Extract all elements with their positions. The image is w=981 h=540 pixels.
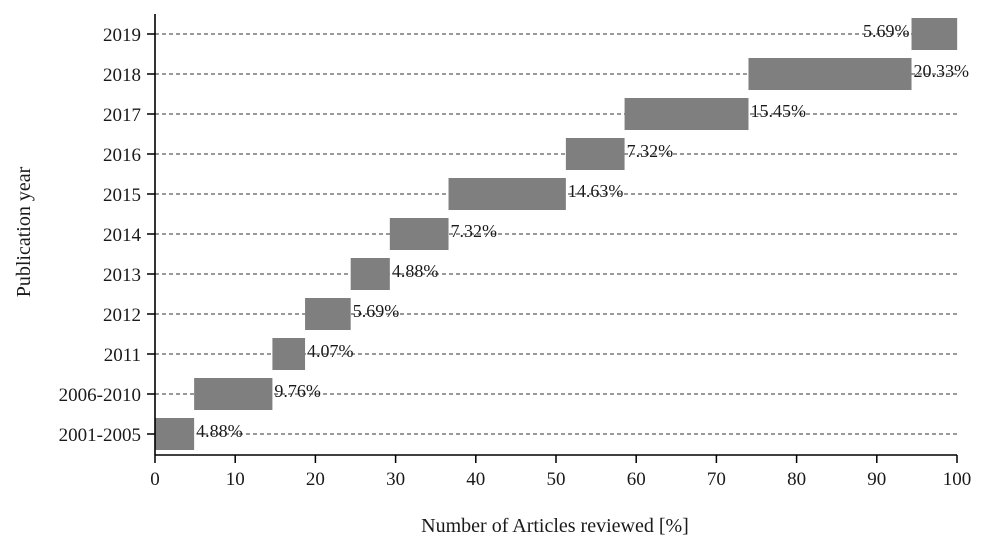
data-label: 15.45% <box>750 101 806 121</box>
y-tick-label: 2011 <box>104 345 141 366</box>
y-tick-label: 2012 <box>103 305 141 326</box>
x-tick-label: 30 <box>386 469 405 490</box>
bar <box>911 18 958 50</box>
bars <box>155 18 958 450</box>
x-tick-label: 10 <box>226 469 245 490</box>
bar <box>350 258 390 290</box>
y-tick-label: 2013 <box>103 265 141 286</box>
x-tick-label: 90 <box>867 469 886 490</box>
x-tick-label: 0 <box>150 469 160 490</box>
x-tick-label: 20 <box>306 469 325 490</box>
x-tick-label: 100 <box>943 469 972 490</box>
y-tick-label: 2017 <box>103 105 141 126</box>
x-tick-labels: 0 10 20 30 40 50 60 70 80 90 100 <box>150 455 971 490</box>
bar <box>272 338 306 370</box>
y-tick-label: 2014 <box>103 225 142 246</box>
data-label: 9.76% <box>274 381 321 401</box>
data-label: 4.88% <box>196 421 243 441</box>
x-tick-label: 60 <box>627 469 646 490</box>
bar <box>448 178 566 210</box>
data-labels: 4.88%9.76%4.07%5.69%4.88%7.32%14.63%7.32… <box>196 21 969 441</box>
x-tick-label: 80 <box>787 469 806 490</box>
data-label: 4.88% <box>392 261 439 281</box>
y-axis-title: Publication year <box>13 166 35 297</box>
x-tick-label: 70 <box>707 469 726 490</box>
bar <box>194 378 273 410</box>
bar <box>305 298 351 330</box>
y-tick-label: 2016 <box>103 145 141 166</box>
data-label: 7.32% <box>451 221 498 241</box>
data-label: 14.63% <box>568 181 624 201</box>
x-tick-label: 50 <box>547 469 566 490</box>
data-label: 20.33% <box>914 61 970 81</box>
y-tick-label: 2001-2005 <box>59 425 141 446</box>
y-tick-label: 2018 <box>103 65 141 86</box>
y-tick-labels: 2001-2005 2006-2010 2011 2012 2013 2014 2015 20… <box>59 25 155 446</box>
y-tick-label: 2006-2010 <box>59 385 141 406</box>
bar <box>565 138 625 170</box>
bar <box>748 58 912 90</box>
y-tick-label: 2015 <box>103 185 141 206</box>
x-axis-title: Number of Articles reviewed [%] <box>421 515 689 537</box>
bar <box>624 98 749 130</box>
bar <box>155 418 195 450</box>
gridlines <box>155 33 957 435</box>
y-tick-label: 2019 <box>103 25 141 46</box>
data-label: 5.69% <box>863 21 910 41</box>
x-tick-label: 40 <box>466 469 485 490</box>
data-label: 5.69% <box>353 301 400 321</box>
data-label: 4.07% <box>307 341 354 361</box>
data-label: 7.32% <box>627 141 674 161</box>
bar <box>389 218 449 250</box>
